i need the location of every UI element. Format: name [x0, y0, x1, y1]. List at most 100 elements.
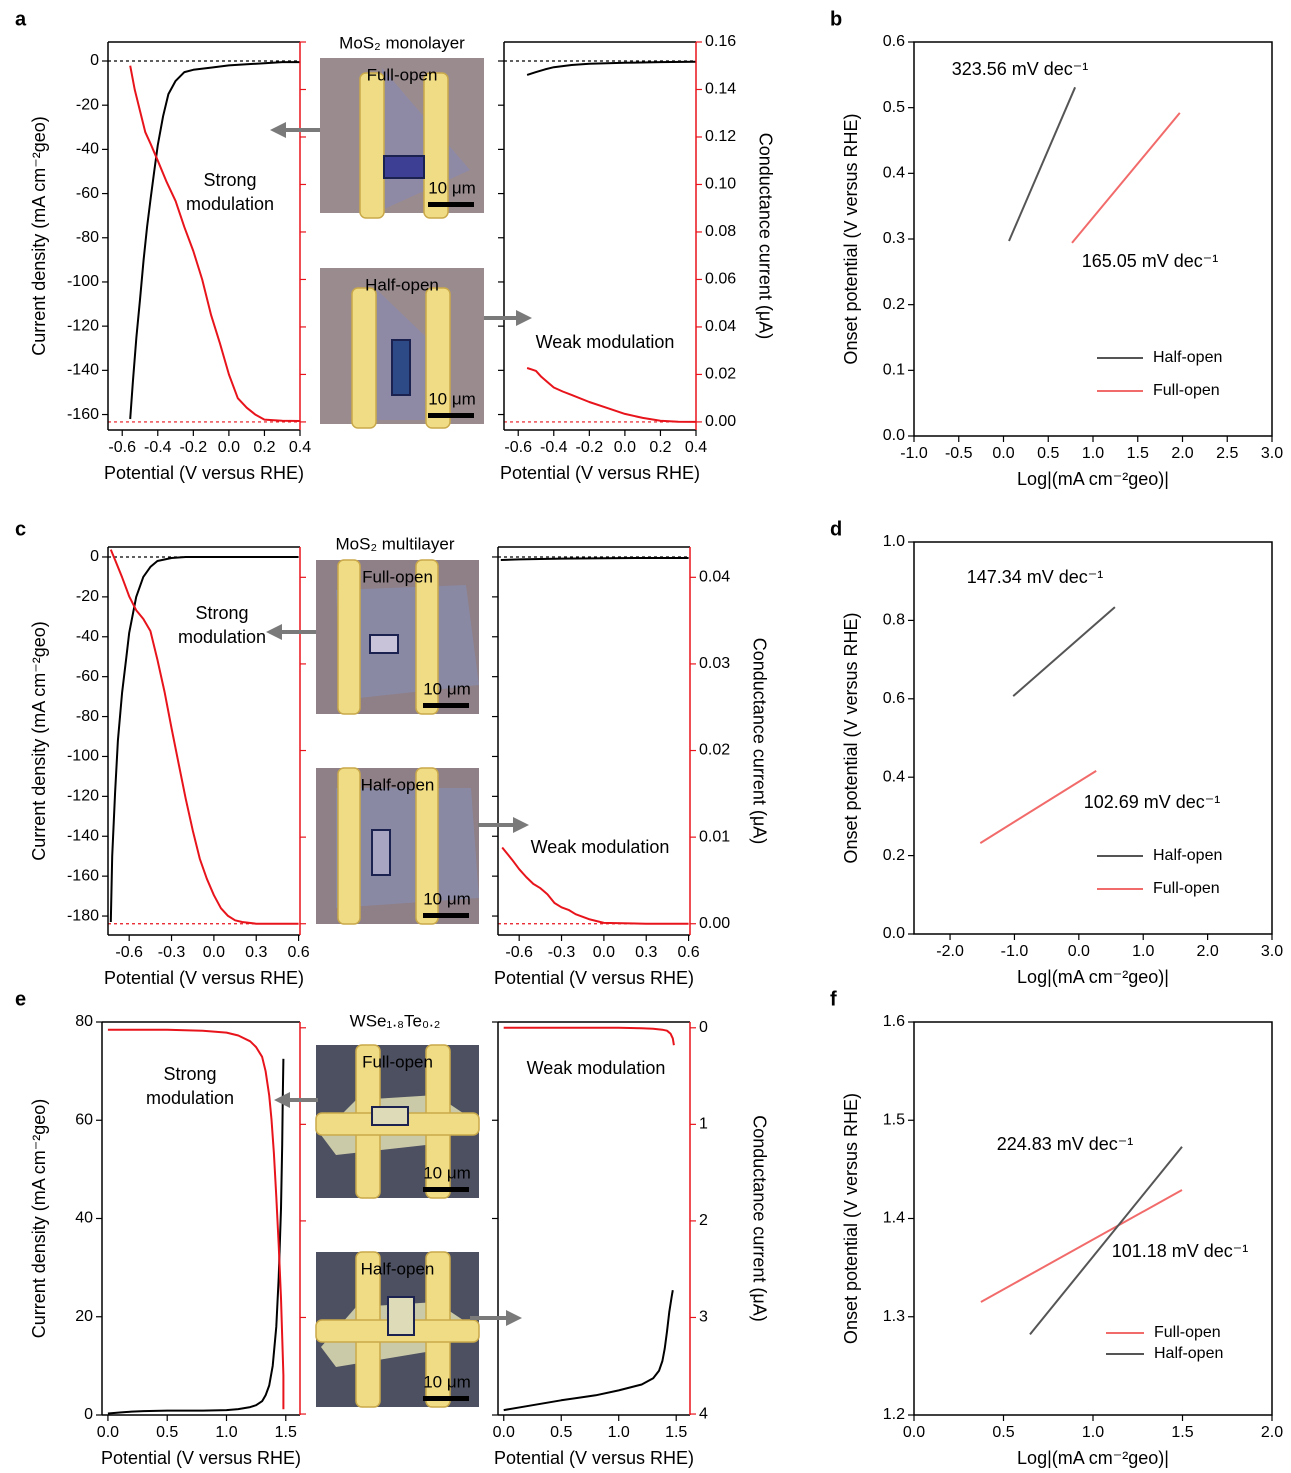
y-tick-label: 40 [75, 1210, 93, 1227]
y-tick-label: 0.1 [883, 362, 905, 379]
annotation: Strong [195, 603, 248, 623]
x-tick-label: 0.6 [677, 944, 699, 961]
y-tick-label: 0.0 [883, 427, 905, 444]
y-tick-label: 1.4 [883, 1210, 905, 1227]
x-tick-label: -0.4 [540, 439, 568, 456]
annotation: 323.56 mV dec⁻¹ [952, 59, 1089, 79]
x-tick-label: 0.5 [992, 1424, 1014, 1441]
scale-bar [428, 202, 474, 207]
annotation: Strong [203, 170, 256, 190]
annotation: Weak modulation [531, 837, 670, 857]
electrode [425, 287, 451, 429]
y-tick-label: 1.2 [883, 1406, 905, 1423]
data-line [109, 556, 299, 923]
x-tick-label: 0.4 [685, 439, 707, 456]
chart-title: MoS₂ multilayer [335, 534, 454, 553]
image-label: Half-open [361, 775, 435, 794]
x-tick-label: 1.0 [1132, 943, 1154, 960]
y-tick-label: -160 [67, 867, 99, 884]
panel-letter: a [15, 8, 27, 30]
x-tick-label: 2.5 [1216, 445, 1238, 462]
x-tick-label: 2.0 [1261, 1424, 1283, 1441]
x-tick-label: -0.6 [504, 439, 532, 456]
panel-letter: b [830, 8, 842, 30]
x-axis-label: Potential (V versus RHE) [500, 463, 700, 483]
y2-tick-label: 2 [699, 1212, 708, 1229]
x-tick-label: -0.2 [180, 439, 208, 456]
x-tick-label: 1.0 [1082, 1424, 1104, 1441]
y2-tick-label: 0.00 [705, 413, 736, 430]
y-tick-label: -140 [67, 827, 99, 844]
y-tick-label: 1.5 [883, 1111, 905, 1128]
y-tick-label: -80 [76, 229, 99, 246]
y-axis-label: Onset potential (V versus RHE) [841, 1093, 861, 1344]
data-line [129, 61, 300, 420]
annotation: 102.69 mV dec⁻¹ [1084, 792, 1221, 812]
y2-tick-label: 1 [699, 1116, 708, 1133]
x-tick-label: 0.5 [1037, 445, 1059, 462]
y2-tick-label: 0.14 [705, 81, 736, 98]
image-label: Half-open [361, 1259, 435, 1278]
data-line [526, 367, 697, 423]
y2-tick-label: 0.06 [705, 271, 736, 288]
x-tick-label: 0.0 [1068, 943, 1090, 960]
data-line [503, 1290, 674, 1412]
x-tick-label: 0.2 [253, 439, 275, 456]
scale-bar [423, 1187, 469, 1192]
x-tick-label: 2.0 [1171, 445, 1193, 462]
y2-tick-label: 0.08 [705, 223, 736, 240]
x-axis-label: Potential (V versus RHE) [494, 968, 694, 988]
channel [391, 339, 411, 396]
flake [336, 585, 479, 700]
legend-label: Half-open [1153, 847, 1222, 864]
x-tick-label: 0.0 [203, 944, 225, 961]
image-label: Half-open [365, 275, 439, 294]
y2-tick-label: 0.00 [699, 915, 730, 932]
y-tick-label: -120 [67, 317, 99, 334]
scale-bar [423, 913, 469, 918]
panel-letter: c [15, 518, 26, 540]
electrode [351, 287, 377, 429]
scale-bar [428, 413, 474, 418]
y-tick-label: 80 [75, 1013, 93, 1030]
legend-label: Full-open [1153, 382, 1220, 399]
x-tick-label: -0.4 [144, 439, 172, 456]
x-tick-label: 0.0 [992, 445, 1014, 462]
channel [371, 829, 391, 876]
y-tick-label: 20 [75, 1308, 93, 1325]
y-tick-label: 1.3 [883, 1308, 905, 1325]
y2-tick-label: 0.02 [699, 742, 730, 759]
x-tick-label: 2.0 [1196, 943, 1218, 960]
x-tick-label: 3.0 [1261, 445, 1283, 462]
x-tick-label: 1.5 [1171, 1424, 1193, 1441]
chart-title: MoS₂ monolayer [339, 33, 465, 52]
y-tick-label: 0.6 [883, 33, 905, 50]
panel-letter: f [830, 988, 837, 1010]
data-line [979, 770, 1097, 844]
x-tick-label: 1.5 [275, 1424, 297, 1441]
y-tick-label: 1.0 [883, 533, 905, 550]
x-tick-label: 0.5 [550, 1424, 572, 1441]
y2-tick-label: 4 [699, 1405, 708, 1422]
x-tick-label: -0.6 [108, 439, 136, 456]
y-tick-label: 0.8 [883, 612, 905, 629]
chart-title: WSe₁.₈Te₀.₂ [350, 1011, 441, 1030]
x-tick-label: 0.0 [493, 1424, 515, 1441]
electrode [337, 767, 361, 925]
x-tick-label: 0.3 [635, 944, 657, 961]
x-tick-label: 0.5 [156, 1424, 178, 1441]
image-label: Full-open [367, 65, 438, 84]
x-tick-label: -1.0 [1001, 943, 1029, 960]
y2-tick-label: 0.12 [705, 128, 736, 145]
data-line [501, 846, 689, 925]
y2-tick-label: 0.04 [699, 569, 730, 586]
data-line [1071, 112, 1181, 244]
image-label: Full-open [362, 1052, 433, 1071]
x-axis-label: Potential (V versus RHE) [101, 1448, 301, 1468]
legend-label: Half-open [1154, 1345, 1223, 1362]
channel [387, 1296, 415, 1336]
y-tick-label: 0.6 [883, 690, 905, 707]
y-tick-label: -120 [67, 788, 99, 805]
